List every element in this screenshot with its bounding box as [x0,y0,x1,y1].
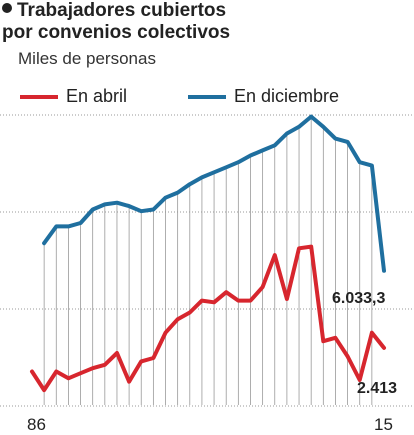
chart-subtitle: Miles de personas [18,49,156,68]
horizontal-gridlines [0,114,414,407]
vertical-gridlines [43,116,373,405]
chart-title: Trabajadores cubiertos por convenios col… [2,0,230,44]
end-label-december: 6.033,3 [332,290,385,307]
chart-labels: 6.033,3 2.413 86 15 [27,290,397,434]
series-lines [30,114,386,393]
title-line-2: por convenios colectivos [2,22,231,43]
series-line-december [42,114,386,273]
legend-item-april: En abril [20,86,127,107]
end-label-april: 2.413 [357,380,397,397]
title-line-1: Trabajadores cubiertos [17,0,227,21]
x-tick-label-first: 86 [27,415,46,434]
legend-label-april: En abril [66,86,128,106]
legend-label-december: En diciembre [234,86,340,106]
series-line-april [30,244,386,393]
x-tick-label-last: 15 [374,415,393,434]
legend-swatch-april [20,94,58,99]
title-bullet-icon [2,3,12,13]
legend-swatch-december [188,94,226,99]
legend-item-december: En diciembre [188,86,339,107]
